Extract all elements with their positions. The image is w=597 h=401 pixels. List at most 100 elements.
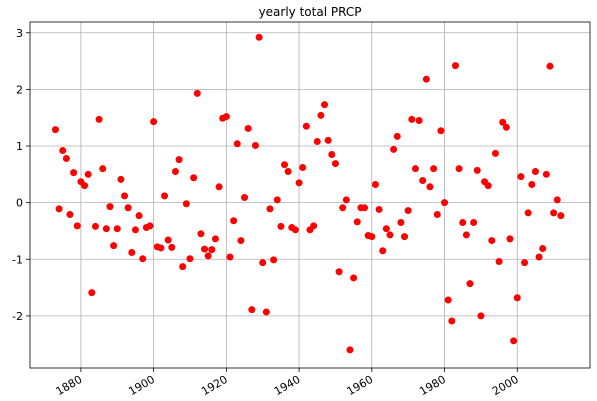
point (422, 75, 430, 83)
point (317, 111, 325, 119)
point (277, 222, 285, 230)
point (430, 165, 438, 173)
point (201, 245, 209, 253)
point (350, 274, 358, 282)
point (331, 160, 339, 168)
point (179, 263, 187, 271)
y-tick-label: -2 (12, 310, 23, 323)
point (175, 156, 183, 164)
point (382, 225, 390, 233)
point (273, 196, 281, 204)
point (266, 205, 274, 213)
point (146, 222, 154, 230)
point (208, 246, 216, 254)
point (51, 126, 59, 134)
point (401, 233, 409, 241)
point (270, 256, 278, 264)
point (321, 101, 329, 109)
point (324, 136, 332, 144)
point (164, 236, 172, 244)
point (237, 237, 245, 245)
point (190, 174, 198, 182)
point (150, 118, 158, 126)
point (448, 317, 456, 325)
point (248, 306, 256, 314)
point (299, 164, 307, 172)
point (255, 33, 263, 41)
point (70, 169, 78, 177)
point (310, 222, 318, 230)
x-tick-label: 1980 (417, 373, 448, 398)
point (106, 203, 114, 211)
point (251, 141, 259, 149)
point (281, 161, 289, 169)
point (204, 252, 212, 260)
point (550, 209, 558, 217)
plot-frame (29, 21, 591, 369)
point (437, 127, 445, 135)
point (386, 231, 394, 239)
y-tick-label: 2 (16, 83, 23, 96)
x-tick-label: 2000 (490, 373, 521, 398)
y-tick-label: 1 (16, 140, 23, 153)
point (408, 115, 416, 123)
point (459, 218, 467, 226)
point (128, 248, 136, 256)
point (73, 222, 81, 230)
point (419, 177, 427, 185)
point (513, 294, 521, 302)
point (259, 259, 267, 267)
point (291, 226, 299, 234)
point (433, 211, 441, 219)
point (66, 211, 74, 219)
point (557, 212, 565, 220)
point (313, 137, 321, 145)
point (135, 212, 143, 220)
point (84, 170, 92, 178)
point (328, 151, 336, 159)
point (88, 289, 96, 297)
point (62, 154, 70, 162)
point (473, 166, 481, 174)
point (371, 181, 379, 189)
point (99, 165, 107, 173)
point (113, 225, 121, 233)
point (539, 245, 547, 253)
x-tick-label: 1960 (345, 373, 376, 398)
y-tick-label: 0 (16, 197, 23, 210)
point (110, 242, 118, 250)
point (81, 182, 89, 190)
point (542, 170, 550, 178)
point (397, 218, 405, 226)
point (470, 218, 478, 226)
point (302, 122, 310, 130)
y-tick-label: 3 (16, 27, 23, 40)
point (441, 199, 449, 207)
point (241, 194, 249, 202)
point (91, 222, 99, 230)
point (451, 62, 459, 70)
point (491, 149, 499, 157)
point (502, 123, 510, 131)
y-tick-label: -1 (12, 253, 23, 266)
point (517, 173, 525, 181)
point (444, 296, 452, 304)
point (121, 192, 129, 200)
point (368, 233, 376, 241)
point (233, 140, 241, 148)
point (393, 132, 401, 140)
point (124, 204, 132, 212)
x-tick-label: 1920 (199, 373, 230, 398)
point (211, 235, 219, 243)
point (353, 218, 361, 226)
x-tick-label: 1900 (126, 373, 157, 398)
point (161, 192, 169, 200)
point (335, 268, 343, 276)
point (157, 244, 165, 252)
point (55, 205, 63, 213)
point (244, 124, 252, 132)
point (102, 225, 110, 233)
point (182, 200, 190, 208)
point (546, 62, 554, 70)
